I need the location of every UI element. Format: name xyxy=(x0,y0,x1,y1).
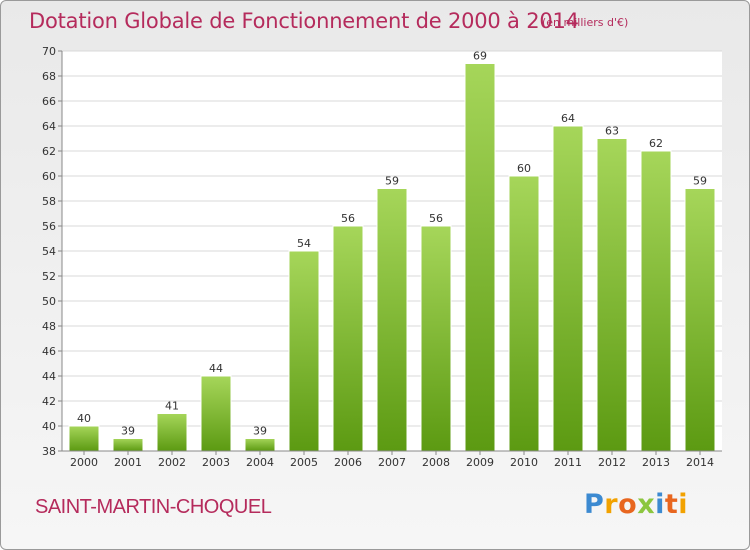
y-tick-label: 70 xyxy=(42,45,56,58)
bar-2011 xyxy=(552,125,584,452)
x-tick-label: 2013 xyxy=(642,456,670,469)
value-label: 63 xyxy=(605,125,619,138)
y-tick-label: 60 xyxy=(42,170,56,183)
y-tick-label: 68 xyxy=(42,70,56,83)
chart-title: Dotation Globale de Fonctionnement de 20… xyxy=(29,9,579,33)
bar-2007 xyxy=(376,188,408,452)
value-label: 62 xyxy=(649,137,663,150)
bar-2003 xyxy=(200,375,232,452)
value-label: 69 xyxy=(473,50,487,63)
labels: 38 40 42 44 46 48 50 52 54 56 58 60 62 64 66 68 70 40 2000… xyxy=(42,45,714,469)
bar-2010 xyxy=(508,175,540,452)
x-tick-label: 2008 xyxy=(422,456,450,469)
x-tick-label: 2002 xyxy=(158,456,186,469)
bar-2002 xyxy=(156,413,188,452)
y-tick-label: 46 xyxy=(42,345,56,358)
bar-2012 xyxy=(596,138,628,452)
proxiti-logo: Proxiti xyxy=(584,489,689,520)
x-tick-label: 2006 xyxy=(334,456,362,469)
value-label: 44 xyxy=(209,362,223,375)
value-label: 39 xyxy=(121,425,135,438)
chart-unit: (en milliers d'€) xyxy=(542,16,629,29)
value-label: 54 xyxy=(297,237,311,250)
value-label: 59 xyxy=(693,175,707,188)
value-label: 64 xyxy=(561,112,575,125)
x-tick-label: 2009 xyxy=(466,456,494,469)
y-tick-label: 64 xyxy=(42,120,56,133)
bar-2014 xyxy=(684,188,716,452)
value-label: 60 xyxy=(517,162,531,175)
bars xyxy=(68,63,716,452)
y-tick-label: 52 xyxy=(42,270,56,283)
y-tick-label: 62 xyxy=(42,145,56,158)
x-tick-label: 2007 xyxy=(378,456,406,469)
y-tick-label: 44 xyxy=(42,370,56,383)
y-tick-label: 42 xyxy=(42,395,56,408)
y-tick-label: 50 xyxy=(42,295,56,308)
bar-2008 xyxy=(420,225,452,452)
commune-name: SAINT-MARTIN-CHOQUEL xyxy=(35,496,272,518)
value-label: 56 xyxy=(341,212,355,225)
y-tick-label: 58 xyxy=(42,195,56,208)
x-tick-label: 2010 xyxy=(510,456,538,469)
y-tick-label: 48 xyxy=(42,320,56,333)
value-label: 40 xyxy=(77,412,91,425)
x-tick-label: 2004 xyxy=(246,456,274,469)
x-tick-label: 2012 xyxy=(598,456,626,469)
y-tick-label: 38 xyxy=(42,445,56,458)
bar-2001 xyxy=(112,438,144,452)
bar-2000 xyxy=(68,425,100,452)
y-tick-label: 54 xyxy=(42,245,56,258)
value-label: 56 xyxy=(429,212,443,225)
x-tick-label: 2003 xyxy=(202,456,230,469)
x-tick-label: 2011 xyxy=(554,456,582,469)
axes xyxy=(58,50,722,455)
y-tick-label: 40 xyxy=(42,420,56,433)
bar-2006 xyxy=(332,225,364,452)
x-tick-label: 2000 xyxy=(70,456,98,469)
y-tick-label: 56 xyxy=(42,220,56,233)
bar-2009 xyxy=(464,63,496,452)
x-tick-label: 2014 xyxy=(686,456,714,469)
x-tick-label: 2001 xyxy=(114,456,142,469)
bar-2005 xyxy=(288,250,320,452)
bar-2004 xyxy=(244,438,276,452)
value-label: 41 xyxy=(165,400,179,413)
y-tick-label: 66 xyxy=(42,95,56,108)
x-tick-label: 2005 xyxy=(290,456,318,469)
value-label: 59 xyxy=(385,175,399,188)
value-label: 39 xyxy=(253,425,267,438)
bar-2013 xyxy=(640,150,672,452)
